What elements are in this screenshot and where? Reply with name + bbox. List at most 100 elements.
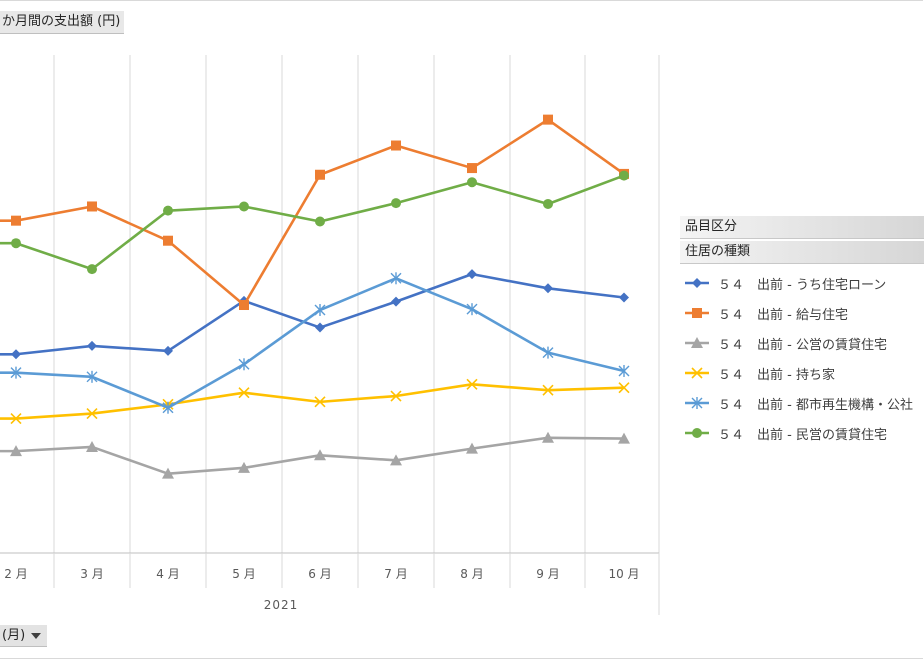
data-point-marker[interactable] — [391, 198, 401, 209]
data-point-marker[interactable] — [619, 170, 629, 181]
data-point-marker[interactable] — [390, 390, 402, 402]
legend-swatch-square-icon — [685, 308, 709, 318]
value-field-label: か月間の支出額 (円) — [2, 14, 121, 29]
legend-field-header[interactable]: 品目区分 — [680, 216, 924, 239]
month-field-label: (月) — [2, 628, 26, 643]
legend-item[interactable]: ５４ 出前 - 持ち家 — [680, 358, 924, 388]
legend-item[interactable]: ５４ 出前 - 都市再生機構・公社 — [680, 388, 924, 418]
data-point-marker[interactable] — [10, 412, 22, 425]
data-point-marker[interactable] — [10, 366, 22, 379]
series-line[interactable] — [0, 174, 625, 271]
legend-item[interactable]: ５４ 出前 - うち住宅ローン — [680, 268, 924, 298]
series-5[interactable] — [0, 272, 630, 414]
data-point-marker[interactable] — [543, 114, 553, 125]
data-point-marker[interactable] — [467, 163, 477, 174]
data-point-marker[interactable] — [466, 378, 478, 390]
legend-swatch-diamond-icon — [685, 278, 709, 288]
series-6[interactable] — [0, 170, 629, 275]
series-3[interactable] — [0, 431, 630, 479]
data-point-marker[interactable] — [87, 201, 97, 212]
data-point-marker[interactable] — [238, 358, 250, 371]
data-point-marker — [691, 337, 703, 348]
series-1[interactable] — [0, 269, 629, 360]
series-line[interactable] — [0, 276, 625, 410]
data-point-marker[interactable] — [163, 235, 173, 246]
data-point-marker[interactable] — [391, 296, 401, 307]
legend-item-label: ５４ 出前 - 公営の賃貸住宅 — [718, 337, 887, 353]
data-point-marker[interactable] — [238, 387, 250, 399]
x-tick-label: 2 月 — [4, 567, 27, 581]
data-point-marker[interactable] — [162, 467, 174, 479]
data-point-marker[interactable] — [239, 300, 249, 311]
legend-item-label: ５４ 出前 - 都市再生機構・公社 — [718, 397, 913, 413]
data-point-marker[interactable] — [467, 269, 477, 280]
legend-item-label: ５４ 出前 - 給与住宅 — [718, 307, 848, 323]
data-point-marker[interactable] — [619, 292, 629, 303]
gridlines — [53, 55, 660, 553]
month-field-filter-button[interactable]: (月) — [0, 625, 48, 647]
data-point-marker[interactable] — [163, 345, 173, 356]
legend-swatch-triangle-icon — [685, 337, 709, 348]
data-point-marker[interactable] — [87, 264, 97, 275]
x-tick-label: 4 月 — [156, 567, 179, 581]
legend-swatch-x-icon — [685, 367, 709, 379]
legend-item-label: ５４ 出前 - うち住宅ローン — [718, 277, 887, 293]
data-point-marker[interactable] — [163, 205, 173, 216]
x-axis: 2 月 3 月 4 月 5 月 6 月 7 月 8 月 9 月 10 月 2021 — [0, 552, 660, 615]
series-2[interactable] — [0, 114, 629, 311]
data-point-marker[interactable] — [618, 432, 630, 444]
data-point-marker[interactable] — [466, 303, 478, 316]
legend-item[interactable]: ５４ 出前 - 公営の賃貸住宅 — [680, 328, 924, 358]
data-point-marker[interactable] — [467, 177, 477, 188]
data-point-marker[interactable] — [86, 440, 98, 452]
x-group-label: 2021 — [264, 598, 299, 612]
data-point-marker[interactable] — [315, 169, 325, 180]
legend-sub-header[interactable]: 住居の種類 — [680, 241, 924, 264]
data-point-marker[interactable] — [543, 283, 553, 294]
data-point-marker[interactable] — [11, 349, 21, 360]
data-point-marker[interactable] — [618, 364, 630, 377]
data-point-marker — [692, 308, 702, 318]
legend-item[interactable]: ５４ 出前 - 給与住宅 — [680, 298, 924, 328]
value-field-button[interactable]: か月間の支出額 (円) — [0, 11, 125, 34]
series-line[interactable] — [0, 436, 625, 475]
series-line[interactable] — [0, 118, 625, 307]
data-point-marker — [692, 278, 702, 288]
legend-item-label: ５４ 出前 - 民営の賃貸住宅 — [718, 427, 887, 443]
data-point-marker[interactable] — [86, 370, 98, 383]
data-point-marker[interactable] — [10, 445, 22, 457]
series-line[interactable] — [0, 272, 625, 356]
series-4[interactable] — [0, 378, 630, 425]
data-point-marker[interactable] — [314, 396, 326, 408]
data-point-marker[interactable] — [391, 140, 401, 151]
legend-item[interactable]: ５４ 出前 - 民営の賃貸住宅 — [680, 418, 924, 448]
data-point-marker[interactable] — [390, 454, 402, 466]
series-line[interactable] — [0, 383, 625, 420]
x-tick-label: 9 月 — [536, 567, 559, 581]
data-point-marker[interactable] — [543, 198, 553, 209]
legend-item-label: ５４ 出前 - 持ち家 — [718, 367, 835, 383]
data-point-marker[interactable] — [542, 431, 554, 443]
data-point-marker[interactable] — [390, 272, 402, 285]
series-layer — [0, 114, 630, 479]
data-point-marker[interactable] — [239, 201, 249, 212]
data-point-marker[interactable] — [86, 407, 98, 420]
dropdown-arrow-icon[interactable] — [31, 632, 42, 639]
data-point-marker — [691, 397, 703, 409]
data-point-marker[interactable] — [314, 304, 326, 317]
data-point-marker[interactable] — [315, 322, 325, 333]
data-point-marker[interactable] — [11, 215, 21, 226]
data-point-marker[interactable] — [238, 461, 250, 473]
legend: 品目区分 住居の種類 ５４ 出前 - うち住宅ローン ５４ 出前 - 給与住宅 ５４… — [680, 216, 924, 448]
data-point-marker[interactable] — [466, 442, 478, 454]
data-point-marker[interactable] — [542, 346, 554, 359]
data-point-marker[interactable] — [542, 384, 554, 396]
data-point-marker[interactable] — [162, 401, 174, 414]
data-point-marker[interactable] — [87, 340, 97, 351]
data-point-marker[interactable] — [618, 382, 630, 394]
x-tick-label: 6 月 — [308, 567, 331, 581]
data-point-marker[interactable] — [315, 216, 325, 227]
data-point-marker[interactable] — [314, 449, 326, 461]
data-point-marker[interactable] — [11, 238, 21, 249]
